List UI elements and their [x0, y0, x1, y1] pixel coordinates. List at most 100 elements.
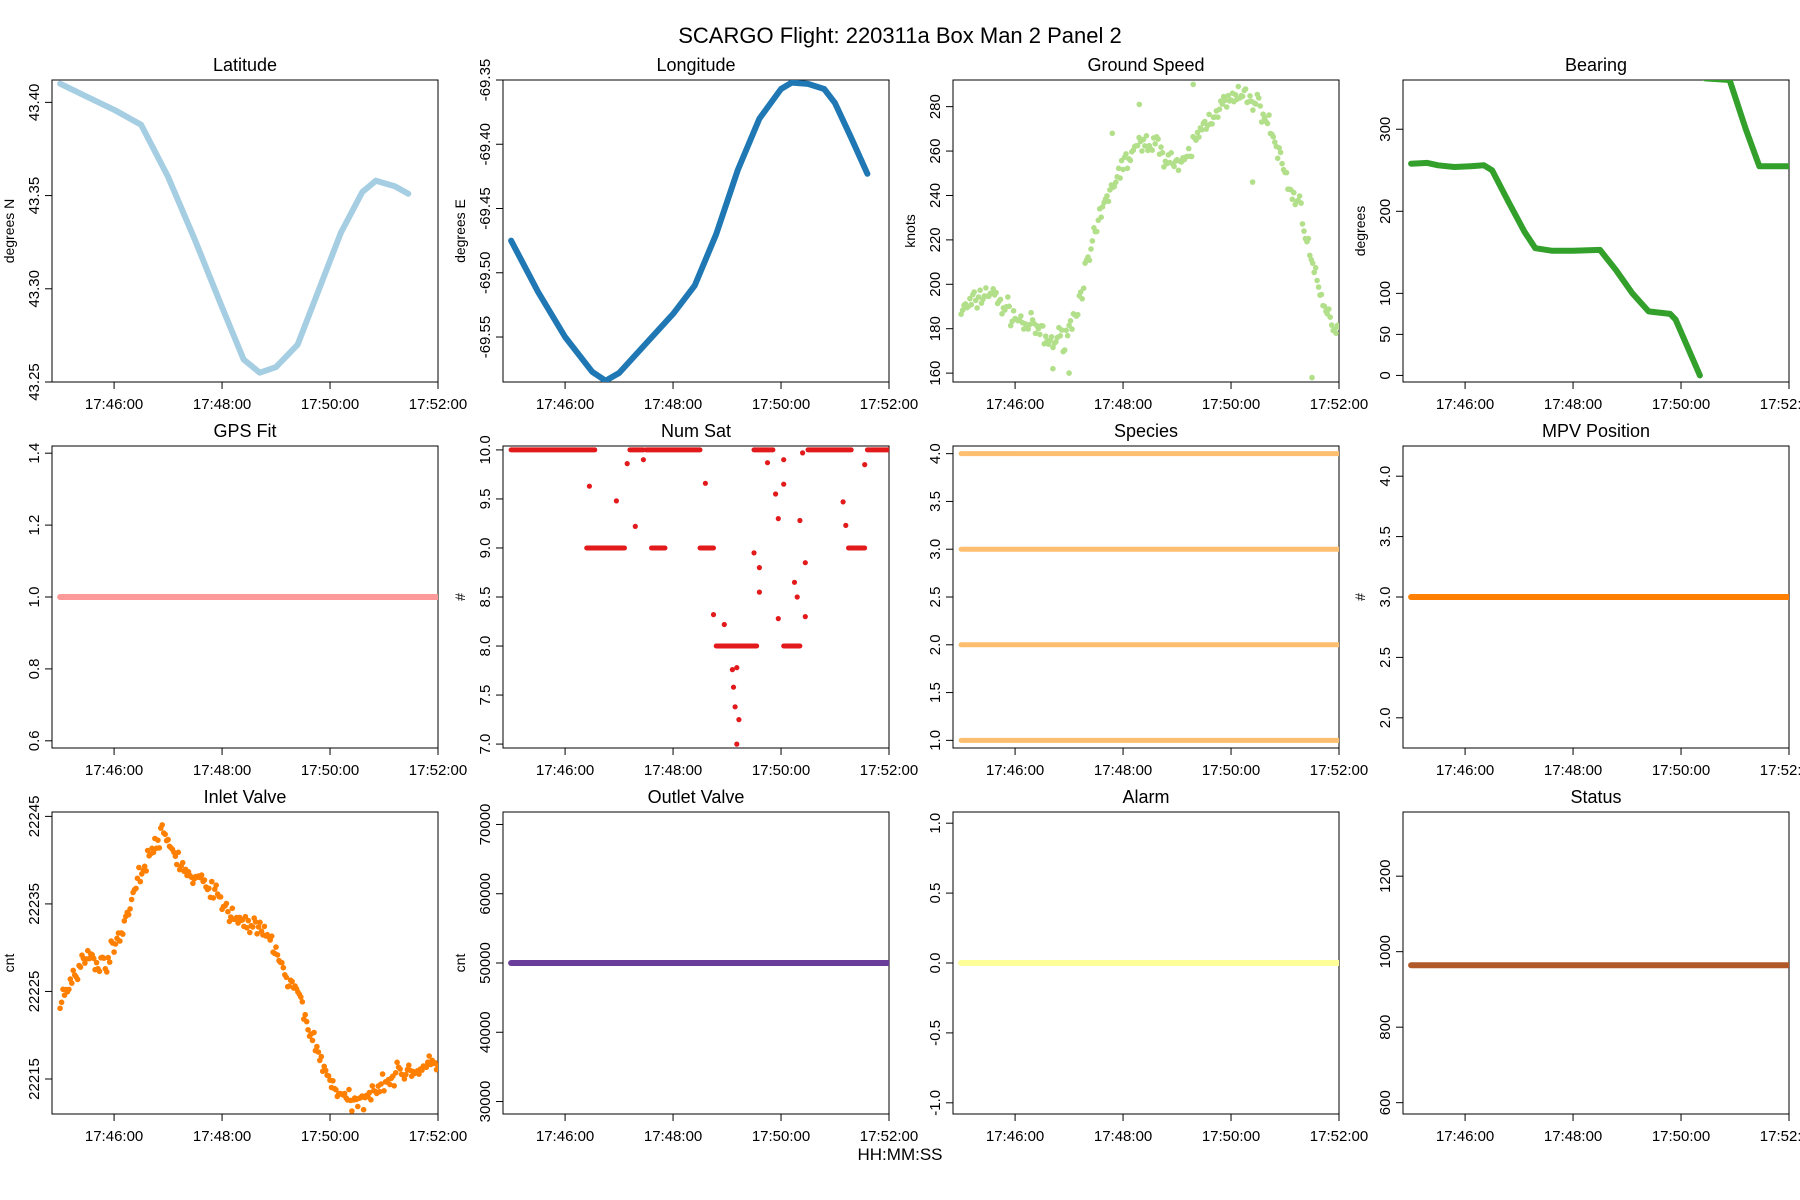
- y-tick-label: 2.0: [1377, 707, 1394, 728]
- data-point: [977, 287, 983, 294]
- y-tick-label: 60000: [477, 873, 494, 915]
- panel-title: Outlet Valve: [648, 787, 745, 807]
- data-point: [1053, 338, 1059, 345]
- data-point: [1066, 370, 1072, 376]
- y-axis-label: knots: [902, 214, 918, 247]
- data-point: [775, 516, 781, 522]
- panel-latitude: Latitude 17:46:00 17:48:00 17:50:00 17:52:00…: [1, 55, 467, 413]
- data-point: [229, 905, 236, 912]
- data-point: [286, 983, 293, 989]
- data-point: [1301, 228, 1307, 234]
- y-tick-label: 40000: [477, 1011, 494, 1053]
- data-point: [66, 986, 72, 993]
- data-point: [775, 616, 781, 622]
- data-point: [729, 667, 736, 673]
- data-point: [426, 1053, 433, 1059]
- data-point: [1274, 155, 1281, 162]
- data-point: [381, 1088, 387, 1094]
- y-tick-label: 22235: [26, 883, 43, 925]
- y-tick-label: 1200: [1377, 859, 1394, 892]
- data-point: [1336, 324, 1339, 330]
- data-point: [406, 1062, 412, 1068]
- y-tick-label: 200: [927, 272, 944, 297]
- data-point: [213, 882, 219, 888]
- data-point: [155, 837, 161, 843]
- data-point: [1222, 97, 1228, 103]
- data-point: [376, 1088, 383, 1095]
- data-point: [225, 908, 231, 915]
- data-point: [781, 481, 787, 487]
- data-point: [74, 976, 81, 983]
- data-point: [1249, 179, 1256, 185]
- data-point: [1216, 106, 1223, 113]
- y-axis-label: degrees E: [452, 199, 468, 263]
- data-point: [289, 978, 295, 985]
- data-point: [1006, 303, 1012, 310]
- x-tick-label: 17:50:00: [1652, 1128, 1710, 1145]
- data-point: [254, 931, 260, 937]
- y-tick-label: 9.0: [477, 538, 494, 559]
- panel-title: Status: [1570, 787, 1621, 807]
- data-point: [303, 1018, 310, 1025]
- y-tick-label: -0.5: [927, 1020, 944, 1046]
- y-tick-label: 1.0: [927, 730, 944, 751]
- data-point: [226, 918, 233, 925]
- x-tick-label: 17:52:00: [1310, 396, 1368, 413]
- data-point: [283, 974, 290, 981]
- x-tick-label: 17:46:00: [986, 396, 1044, 413]
- data-point: [734, 741, 740, 747]
- data-point: [1099, 204, 1106, 210]
- x-tick-label: 17:48:00: [1094, 1128, 1152, 1145]
- panel-alarm: Alarm 17:46:00 17:48:00 17:50:00 17:52:00 -1.…: [927, 787, 1368, 1145]
- series-line: [57, 80, 412, 376]
- x-tick-label: 17:46:00: [85, 762, 143, 779]
- y-tick-label: 30000: [477, 1081, 494, 1123]
- y-tick-label: 0.8: [26, 658, 43, 679]
- data-point: [1018, 313, 1024, 319]
- y-tick-label: 3.5: [927, 491, 944, 512]
- data-point: [1124, 165, 1131, 172]
- data-point: [1069, 326, 1075, 332]
- data-point: [702, 480, 709, 486]
- series-line: [1702, 80, 1789, 170]
- y-tick-label: 800: [1377, 1015, 1394, 1040]
- data-point: [401, 1076, 408, 1082]
- data-point: [274, 952, 281, 958]
- data-point: [975, 294, 982, 300]
- x-tick-label: 17:48:00: [1544, 396, 1602, 413]
- x-tick-label: 17:46:00: [536, 396, 594, 413]
- data-point: [355, 1103, 361, 1110]
- data-point: [1155, 136, 1161, 142]
- y-tick-label: 0.6: [26, 730, 43, 751]
- data-point: [721, 621, 727, 628]
- data-point: [378, 1081, 384, 1087]
- y-tick-label: 43.40: [26, 84, 43, 122]
- data-point: [840, 499, 846, 505]
- data-point: [69, 980, 75, 986]
- data-point: [1063, 327, 1069, 334]
- data-series: [958, 451, 1339, 743]
- data-point: [736, 717, 742, 723]
- data-point: [206, 885, 212, 892]
- data-point: [201, 877, 208, 883]
- data-point: [165, 836, 171, 843]
- x-tick-label: 17:46:00: [986, 1128, 1044, 1145]
- data-point: [397, 1066, 403, 1072]
- data-point: [159, 822, 165, 828]
- x-tick-label: 17:48:00: [1094, 396, 1152, 413]
- y-tick-label: 1.5: [927, 682, 944, 703]
- data-point: [325, 1073, 332, 1079]
- y-tick-label: 160: [927, 361, 944, 386]
- y-tick-label: 600: [1377, 1090, 1394, 1115]
- data-point: [252, 919, 259, 925]
- data-point: [322, 1067, 329, 1074]
- data-point: [1223, 104, 1230, 110]
- y-tick-label: 200: [1377, 199, 1394, 224]
- data-point: [346, 1086, 352, 1093]
- x-tick-label: 17:48:00: [193, 762, 251, 779]
- data-series: [508, 447, 889, 747]
- data-point: [1168, 150, 1174, 156]
- data-point: [305, 1027, 311, 1033]
- y-tick-label: 240: [927, 183, 944, 208]
- plot-frame: [502, 79, 890, 383]
